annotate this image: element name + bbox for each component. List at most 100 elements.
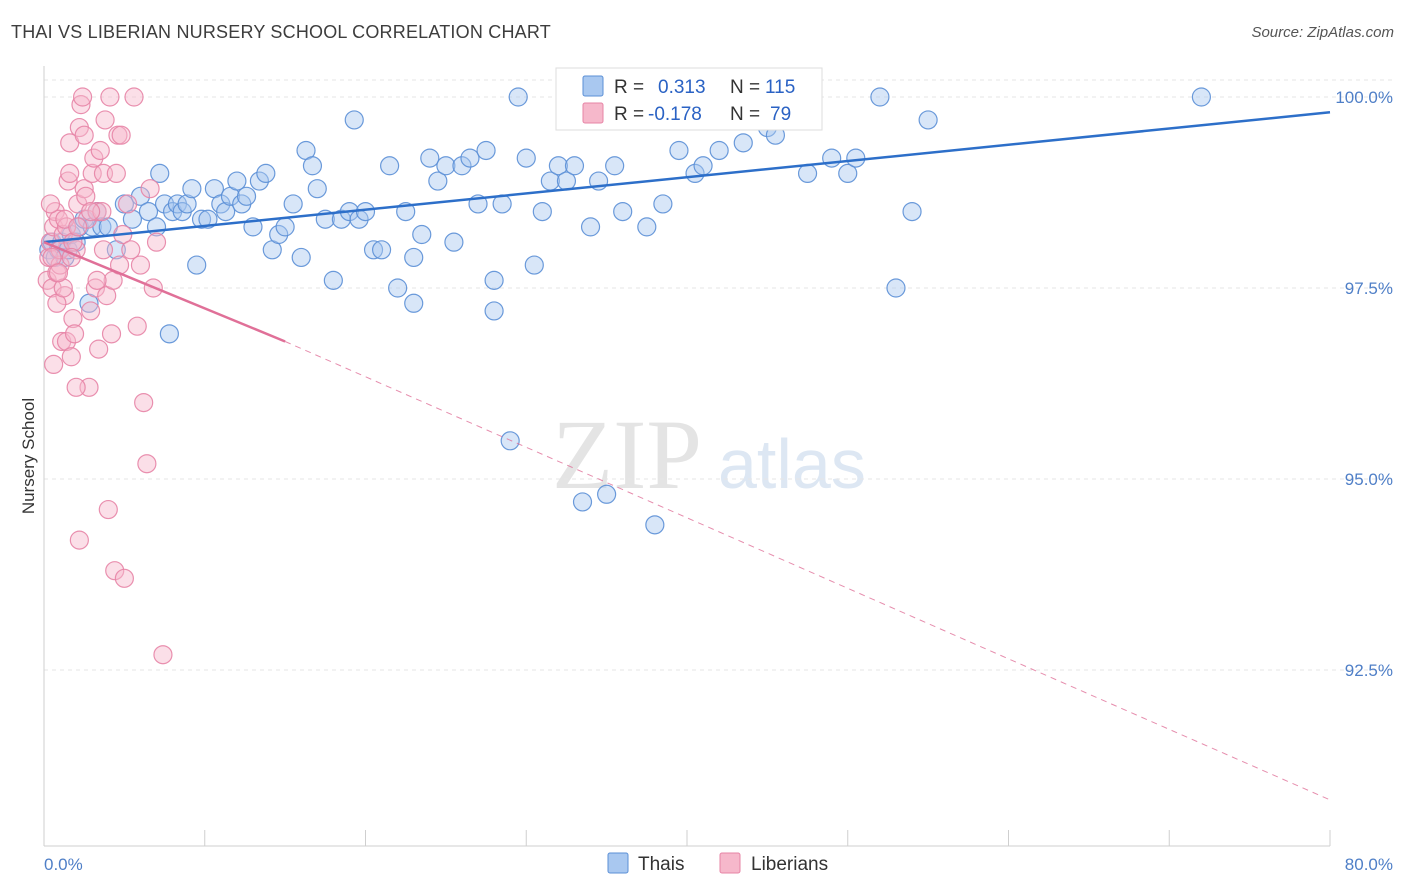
liberian-point-55 — [137, 454, 157, 474]
thai-point-79 — [532, 202, 552, 222]
liberian-point-36 — [95, 110, 115, 130]
liberian-point-59 — [153, 645, 173, 665]
watermark-atlas: atlas — [718, 425, 866, 503]
thai-point-111 — [404, 293, 424, 313]
liberian-point-27 — [81, 301, 101, 321]
chart-title: THAI VS LIBERIAN NURSERY SCHOOL CORRELAT… — [11, 22, 551, 42]
thai-point-42 — [256, 163, 276, 183]
liberian-point-28 — [82, 163, 102, 183]
thai-point-24 — [159, 324, 179, 344]
thai-point-32 — [198, 209, 218, 229]
series-legend: Thais Liberians — [607, 852, 828, 875]
thai-point-49 — [302, 156, 323, 176]
liberian-point-34 — [92, 202, 112, 222]
thai-trend-line — [43, 111, 1331, 244]
thai-point-20 — [138, 202, 159, 222]
thai-point-35 — [216, 202, 236, 222]
thai-point-104 — [838, 163, 858, 183]
liberian-point-51 — [124, 87, 144, 107]
liberian-point-12 — [56, 331, 77, 352]
y-tick-label-1: 95.0% — [1345, 470, 1393, 489]
liberian-point-75 — [74, 125, 94, 145]
thai-point-102 — [797, 163, 818, 183]
x-tick-label-max: 80.0% — [1345, 855, 1393, 874]
liberian-point-38 — [98, 499, 118, 520]
thai-point-18 — [122, 209, 143, 229]
thai-point-107 — [886, 278, 906, 298]
liberian-point-16 — [63, 308, 83, 329]
thai-point-55 — [344, 110, 364, 130]
liberian-points — [37, 87, 173, 665]
thai-point-63 — [404, 247, 424, 268]
y-tick-label-3: 100.0% — [1335, 88, 1393, 107]
thai-point-105 — [846, 148, 866, 168]
liberian-point-39 — [100, 87, 120, 107]
thai-point-58 — [363, 240, 384, 260]
thai-point-87 — [597, 484, 617, 504]
liberian-n-value: 79 — [770, 104, 791, 125]
watermark-zip: ZIP — [552, 399, 702, 510]
thai-point-106 — [870, 87, 890, 107]
liberians-legend-label: Liberians — [751, 854, 828, 875]
liberian-point-50 — [121, 240, 141, 260]
liberian-point-15 — [61, 347, 81, 367]
liberian-point-21 — [71, 95, 91, 115]
liberian-trend-extension — [284, 341, 1331, 801]
liberian-r-label: R = — [614, 104, 644, 125]
thai-point-30 — [187, 255, 207, 275]
thai-point-72 — [476, 140, 496, 161]
liberian-point-29 — [84, 148, 104, 168]
thai-point-84 — [572, 492, 593, 512]
thai-point-114 — [1191, 87, 1212, 107]
liberian-point-32 — [89, 339, 109, 359]
thai-point-109 — [918, 110, 938, 130]
thais-legend-swatch — [607, 852, 629, 874]
thai-point-65 — [420, 148, 440, 168]
thai-point-61 — [388, 278, 408, 298]
thai-point-108 — [902, 202, 922, 222]
liberian-legend-swatch — [582, 102, 604, 124]
thai-point-45 — [275, 217, 295, 237]
thai-point-81 — [548, 156, 569, 176]
thai-point-78 — [524, 255, 544, 275]
thai-point-83 — [564, 156, 585, 176]
liberian-point-54 — [134, 393, 154, 413]
thai-point-85 — [580, 217, 601, 237]
liberian-point-13 — [58, 171, 78, 191]
chart-source: Source: ZipAtlas.com — [1251, 24, 1394, 41]
thai-point-99 — [733, 133, 753, 153]
y-tick-label-2: 97.5% — [1345, 279, 1393, 298]
thai-point-69 — [452, 156, 472, 176]
thai-point-22 — [150, 163, 170, 183]
x-tick-label-min: 0.0% — [44, 855, 83, 874]
liberian-point-24 — [76, 186, 96, 206]
thai-r-value: 0.313 — [658, 77, 706, 98]
thai-point-75 — [500, 431, 520, 451]
liberian-point-23 — [74, 179, 94, 199]
thais-legend-label: Thais — [638, 854, 684, 875]
thai-point-93 — [653, 194, 673, 214]
thai-point-76 — [508, 87, 528, 107]
trend-lines — [43, 111, 1331, 801]
liberian-point-53 — [130, 255, 151, 275]
thai-point-57 — [355, 202, 376, 222]
thai-n-value: 115 — [765, 77, 795, 98]
liberian-point-8 — [50, 255, 70, 275]
liberian-point-46 — [111, 125, 131, 145]
thai-point-64 — [412, 224, 432, 245]
liberians-legend-swatch — [719, 852, 741, 874]
thai-point-73 — [484, 270, 504, 290]
thai-r-label: R = — [614, 77, 644, 98]
thai-point-52 — [323, 270, 343, 290]
liberian-point-77 — [87, 270, 107, 290]
thai-point-70 — [460, 148, 480, 168]
liberian-point-22 — [72, 87, 93, 107]
thai-point-89 — [613, 202, 633, 222]
thai-point-59 — [371, 240, 392, 260]
liberian-point-43 — [106, 163, 126, 183]
liberian-point-48 — [114, 568, 134, 588]
thai-point-28 — [177, 194, 197, 214]
thai-point-31 — [191, 209, 212, 229]
liberian-point-49 — [117, 194, 138, 214]
